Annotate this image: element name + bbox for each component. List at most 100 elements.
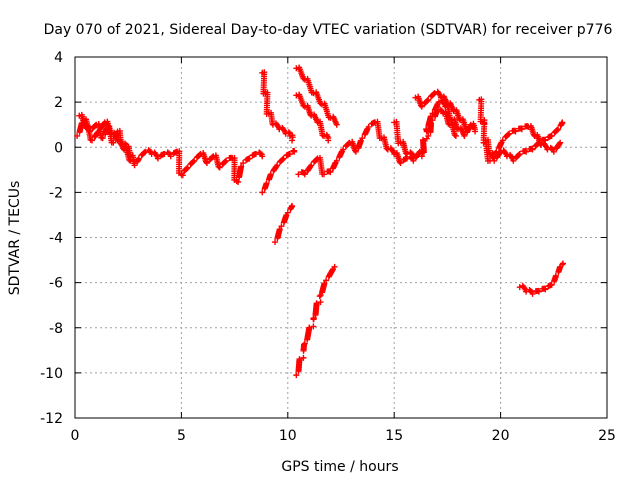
data-point [95, 128, 102, 135]
data-point [203, 158, 210, 165]
data-point [516, 151, 523, 158]
data-point [301, 340, 308, 347]
x-axis-title: GPS time / hours [281, 459, 398, 475]
data-point [295, 171, 302, 178]
data-point [285, 129, 292, 136]
data-point [246, 155, 253, 162]
data-point [310, 90, 317, 97]
data-point [493, 148, 500, 155]
data-point [301, 341, 308, 348]
x-tick-label: 0 [71, 428, 80, 444]
data-point [552, 272, 559, 279]
data-point [307, 163, 314, 170]
data-point [492, 150, 499, 157]
data-point [397, 160, 404, 167]
grid [75, 57, 607, 418]
chart-title: Day 070 of 2021, Sidereal Day-to-day VTE… [44, 22, 613, 38]
data-point [535, 288, 542, 295]
data-point [323, 277, 330, 284]
data-point [223, 157, 230, 164]
data-point [410, 153, 417, 160]
data-point [310, 323, 317, 330]
data-point [429, 117, 436, 124]
data-point [293, 92, 300, 99]
data-point [555, 126, 562, 133]
data-point [327, 169, 334, 176]
data-point [259, 153, 266, 160]
data-point [317, 299, 324, 306]
y-axis-title: SDTVAR / TECUs [7, 181, 23, 296]
data-point [451, 132, 458, 139]
y-tick-label: -8 [49, 321, 63, 337]
data-point [293, 65, 300, 72]
data-point [94, 129, 101, 136]
data-point [301, 171, 308, 178]
data-point [127, 157, 134, 164]
data-point [548, 281, 555, 288]
data-point [203, 160, 210, 167]
data-point [131, 162, 138, 169]
y-tick-label: -6 [49, 276, 63, 292]
data-point [557, 139, 564, 146]
data-point [461, 132, 468, 139]
y-tick-label: -10 [40, 366, 63, 382]
data-point [512, 128, 519, 135]
data-point [365, 123, 372, 130]
data-point [273, 163, 280, 170]
x-tick-label: 10 [279, 428, 297, 444]
data-point [89, 137, 96, 144]
data-point [352, 148, 359, 155]
data-point [331, 263, 338, 270]
data-point [291, 148, 298, 155]
data-point [215, 163, 222, 170]
x-tick-labels: 0 5 10 15 20 25 [71, 428, 616, 444]
data-point [396, 158, 403, 165]
data-point [425, 96, 432, 103]
data-point [418, 153, 425, 160]
data-point [320, 171, 327, 178]
y-tick-label: 2 [54, 95, 63, 111]
x-tick-label: 20 [492, 428, 510, 444]
data-point [499, 137, 506, 144]
data-point [420, 136, 427, 143]
y-tick-label: -12 [40, 411, 63, 427]
data-point [286, 151, 293, 158]
data-point [472, 128, 479, 135]
data-point [240, 160, 247, 167]
data-point [559, 119, 566, 126]
data-point [542, 286, 549, 293]
data-point [510, 157, 517, 164]
data-point [550, 148, 557, 155]
data-point [418, 103, 425, 110]
data-point [477, 118, 484, 125]
data-points [74, 64, 566, 379]
data-point [486, 157, 493, 164]
data-point [425, 132, 432, 139]
data-point [289, 137, 296, 144]
data-point [402, 150, 409, 157]
x-tick-label: 15 [385, 428, 403, 444]
data-point [110, 139, 117, 146]
data-point [278, 223, 285, 230]
data-point [340, 146, 347, 153]
data-point [306, 324, 313, 331]
x-tick-label: 5 [177, 428, 186, 444]
data-point [296, 356, 303, 363]
data-point [523, 148, 530, 155]
data-point [556, 141, 563, 148]
data-point [529, 146, 536, 153]
data-point [559, 261, 566, 268]
x-tick-label: 25 [598, 428, 616, 444]
data-point [310, 315, 317, 322]
data-point [359, 135, 366, 142]
data-point [263, 180, 270, 187]
data-point [462, 124, 469, 131]
data-point [99, 135, 106, 142]
data-point [452, 132, 459, 139]
data-point [135, 155, 142, 162]
data-point [518, 126, 525, 133]
data-point [308, 162, 315, 169]
data-point [293, 372, 300, 379]
data-point [316, 293, 323, 300]
